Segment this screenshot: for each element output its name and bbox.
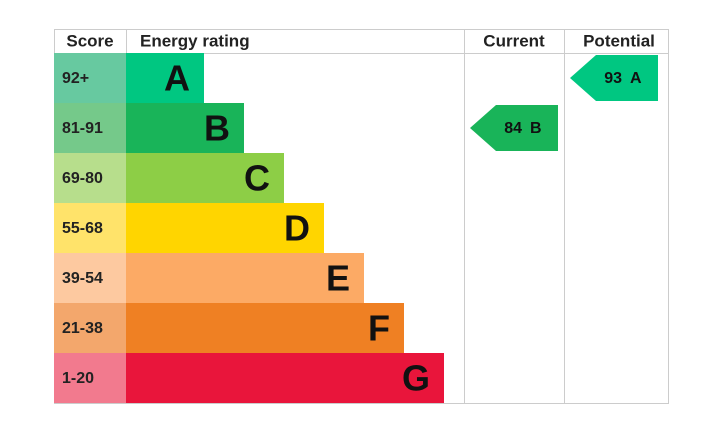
score-label: 1-20 bbox=[62, 370, 94, 387]
rating-bar bbox=[126, 253, 364, 303]
score-cell bbox=[54, 303, 126, 353]
rating-bar bbox=[126, 203, 324, 253]
score-cell bbox=[54, 103, 126, 153]
rating-letter: E bbox=[326, 258, 350, 299]
score-label: 81-91 bbox=[62, 120, 103, 137]
rating-bar bbox=[126, 53, 204, 103]
score-label: 69-80 bbox=[62, 170, 103, 187]
rating-letter: D bbox=[284, 208, 310, 249]
rating-bar bbox=[126, 103, 244, 153]
header-rating: Energy rating bbox=[140, 31, 250, 50]
rating-bar bbox=[126, 303, 404, 353]
header-potential: Potential bbox=[583, 31, 655, 50]
score-cell bbox=[54, 203, 126, 253]
current-value: 84 bbox=[504, 120, 522, 137]
rating-bar bbox=[126, 153, 284, 203]
score-label: 55-68 bbox=[62, 220, 103, 237]
score-label: 92+ bbox=[62, 70, 89, 87]
current-letter: B bbox=[530, 120, 542, 137]
score-cell bbox=[54, 53, 126, 103]
rating-letter: B bbox=[204, 108, 230, 149]
rating-letter: A bbox=[164, 58, 190, 99]
current-arrow bbox=[470, 105, 558, 151]
score-cell bbox=[54, 253, 126, 303]
rating-letter: G bbox=[402, 358, 430, 399]
rating-letter: C bbox=[244, 158, 270, 199]
rating-letter: F bbox=[368, 308, 390, 349]
header-current: Current bbox=[483, 31, 545, 50]
potential-arrow bbox=[570, 55, 658, 101]
score-cell bbox=[54, 353, 126, 403]
header-score: Score bbox=[66, 31, 113, 50]
score-label: 21-38 bbox=[62, 320, 103, 337]
score-label: 39-54 bbox=[62, 270, 103, 287]
potential-value: 93 bbox=[604, 70, 622, 87]
rating-bar bbox=[126, 353, 444, 403]
score-cell bbox=[54, 153, 126, 203]
potential-letter: A bbox=[630, 70, 642, 87]
